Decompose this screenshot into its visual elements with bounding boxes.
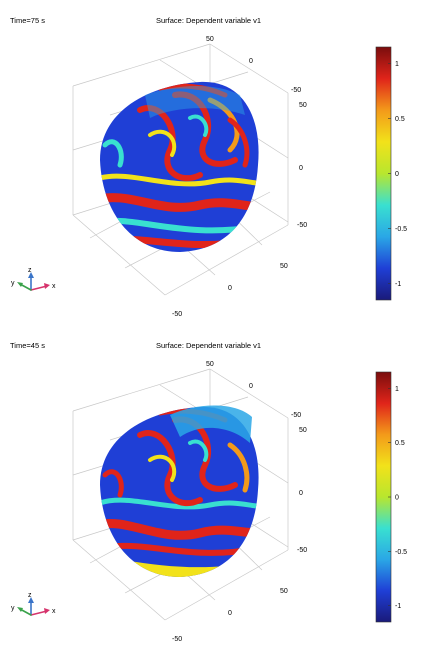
y-tick: 0 — [299, 490, 303, 497]
triad-z-label: z — [28, 267, 32, 274]
colorbar-tick-label: 1 — [395, 386, 399, 393]
triad-x-head — [44, 608, 50, 614]
grid-line — [72, 214, 166, 296]
z-tick: -50 — [291, 412, 301, 419]
plot-svg-1: Time=75 s Surface: Dependent variable v1 — [10, 16, 407, 318]
triad-x-head — [44, 283, 50, 289]
grid-line — [72, 368, 211, 412]
plot-title: Surface: Dependent variable v1 — [156, 341, 261, 350]
plot-title: Surface: Dependent variable v1 — [156, 16, 261, 25]
x-tick: -50 — [172, 311, 182, 318]
triad-y-head — [17, 607, 23, 612]
surface-plot — [100, 81, 259, 252]
colorbar-tick-label: 0 — [395, 171, 399, 178]
colorbar-tick-label: 0 — [395, 495, 399, 502]
cut-plane-rim — [170, 405, 252, 443]
grid-line — [209, 368, 289, 419]
x-tick: 0 — [228, 610, 232, 617]
x-tick: 0 — [228, 285, 232, 292]
triad-y-label: y — [11, 605, 15, 612]
colorbar-tick-label: -1 — [395, 281, 401, 288]
cut-plane-rim — [145, 85, 245, 118]
plot-panel-1: Time=75 s Surface: Dependent variable v1 — [0, 0, 427, 324]
colorbar-ticks: 1 0.5 0 -0.5 -1 — [388, 386, 407, 610]
sphere-shell — [100, 81, 259, 252]
colorbar-ticks: 1 0.5 0 -0.5 -1 — [388, 61, 407, 288]
y-tick: -50 — [297, 547, 307, 554]
z-tick: 50 — [206, 361, 214, 368]
y-tick: 50 — [299, 427, 307, 434]
triad-x-arrow — [30, 285, 48, 291]
z-tick: 50 — [206, 36, 214, 43]
y-tick: -50 — [297, 222, 307, 229]
grid-line — [164, 224, 289, 296]
colorbar-tick-label: -1 — [395, 603, 401, 610]
z-tick: 0 — [249, 383, 253, 390]
triad-y-head — [17, 282, 23, 287]
triad-z-head — [28, 272, 34, 278]
grid-line — [164, 549, 289, 621]
x-tick: -50 — [172, 636, 182, 643]
grid-line — [209, 43, 289, 94]
x-tick: 50 — [280, 588, 288, 595]
plot-panel-2: Time=45 s Surface: Dependent variable v1 — [0, 325, 427, 649]
surface-plot — [100, 405, 259, 577]
axis-triad — [17, 272, 50, 291]
time-label: Time=75 s — [10, 16, 45, 25]
triad-y-label: y — [11, 280, 15, 287]
colorbar-tick-label: 1 — [395, 61, 399, 68]
grid-line — [72, 43, 211, 87]
colorbar-tick-label: -0.5 — [395, 226, 407, 233]
time-label: Time=45 s — [10, 341, 45, 350]
z-tick: -50 — [291, 87, 301, 94]
colorbar-tick-label: 0.5 — [395, 440, 405, 447]
triad-x-arrow — [30, 610, 48, 616]
axis-triad — [17, 597, 50, 616]
x-tick: 50 — [280, 263, 288, 270]
y-tick: 0 — [299, 165, 303, 172]
triad-x-label: x — [52, 608, 56, 615]
triad-z-head — [28, 597, 34, 603]
grid-line — [72, 539, 166, 621]
z-tick: 0 — [249, 58, 253, 65]
colorbar-tick-label: 0.5 — [395, 116, 405, 123]
plot-svg-2: Time=45 s Surface: Dependent variable v1 — [10, 341, 407, 643]
colorbar-tick-label: -0.5 — [395, 549, 407, 556]
triad-x-label: x — [52, 283, 56, 290]
triad-z-label: z — [28, 592, 32, 599]
y-tick: 50 — [299, 102, 307, 109]
